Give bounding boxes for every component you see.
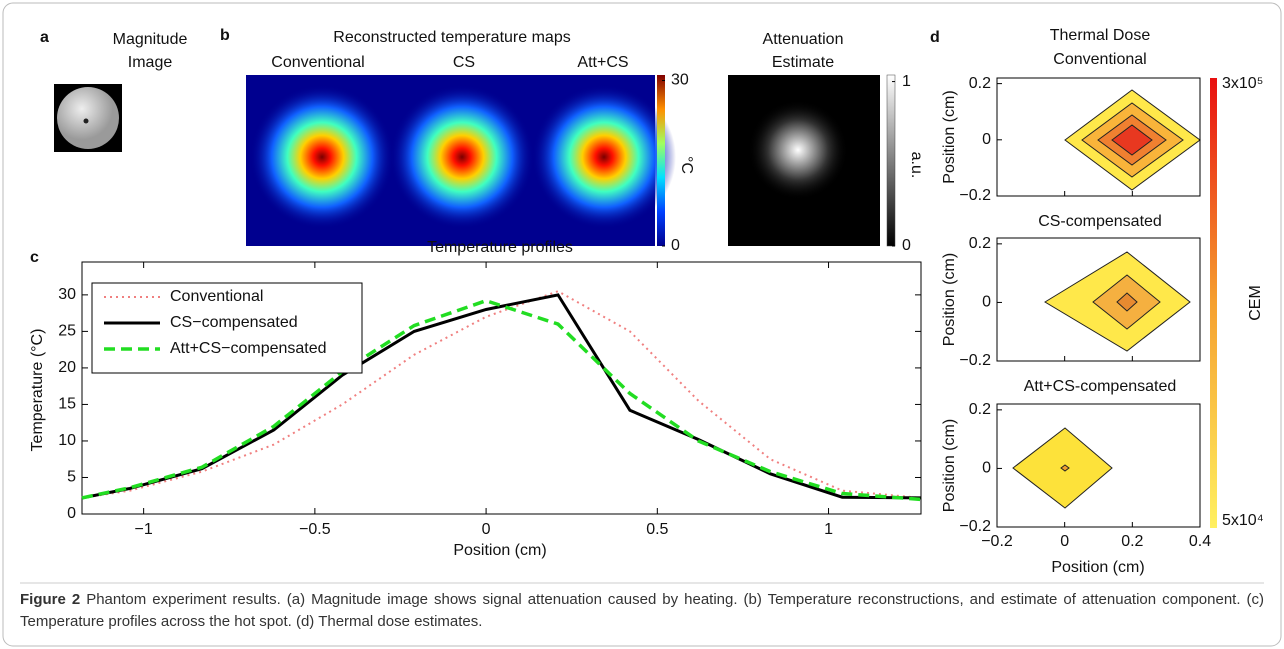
plot-title: CS-compensated	[1038, 213, 1162, 230]
plot-title: Conventional	[1053, 51, 1146, 68]
panel-label: b	[220, 27, 230, 44]
plot-title: Att+CS-compensated	[1024, 378, 1177, 395]
x-axis-label: Position (cm)	[453, 542, 546, 559]
x-tick-label: 1	[824, 521, 833, 538]
contour	[1111, 124, 1153, 156]
panel-title: Magnitude	[113, 31, 188, 48]
panel-title: Thermal Dose	[1050, 27, 1151, 44]
x-tick-label: −1	[135, 521, 153, 538]
hot-spot	[532, 85, 676, 229]
line-series	[81, 298, 922, 502]
y-tick-label: 0	[982, 294, 991, 311]
legend-label: CS−compensated	[170, 314, 298, 331]
y-tick-label: −0.2	[959, 187, 991, 204]
colorbar-label: 3x10⁵	[1222, 75, 1263, 92]
panel-label: a	[40, 29, 49, 46]
x-tick-label: −0.2	[981, 533, 1013, 550]
colorbar-label: °C	[678, 156, 695, 174]
y-tick-label: 15	[58, 396, 76, 413]
colorbar-title: CEM	[1247, 285, 1264, 321]
hot-spot	[250, 85, 394, 229]
panel-title: Reconstructed temperature maps	[333, 29, 570, 46]
colorbar-tick-label: 30	[671, 72, 689, 89]
y-tick-label: 30	[58, 286, 76, 303]
panel-title: Image	[128, 54, 173, 71]
x-tick-label: 0.4	[1189, 533, 1211, 550]
y-axis-label: Position (cm)	[941, 419, 958, 512]
x-tick-label: 0	[482, 521, 491, 538]
y-tick-label: 10	[58, 432, 76, 449]
caption: Figure 2 Phantom experiment results. (a)…	[20, 589, 1264, 633]
y-tick-label: −0.2	[959, 352, 991, 369]
y-tick-label: 0	[982, 460, 991, 477]
y-tick-label: 5	[67, 469, 76, 486]
map-title: Att+CS	[577, 54, 628, 71]
plot-area	[996, 403, 1201, 528]
y-axis-label: Temperature (°C)	[29, 329, 46, 452]
x-axis-label: Position (cm)	[1051, 559, 1144, 576]
panel-label: d	[930, 29, 940, 46]
y-tick-label: −0.2	[959, 518, 991, 535]
x-tick-label: 0.2	[1121, 533, 1143, 550]
y-tick-label: 20	[58, 359, 76, 376]
chart-title: Temperature profiles	[427, 239, 573, 256]
panel-label: c	[30, 249, 39, 266]
legend-box	[91, 282, 363, 374]
panel-title: Estimate	[772, 54, 834, 71]
legend-label: Conventional	[170, 288, 263, 305]
plot-area	[996, 237, 1201, 362]
colorbar-tick-label: 0	[671, 237, 680, 254]
y-axis-label: Position (cm)	[941, 253, 958, 346]
colorbar-label: 5x10⁴	[1222, 512, 1264, 529]
contour	[1060, 464, 1070, 472]
phantom	[57, 87, 119, 149]
x-tick-label: 0	[1060, 533, 1069, 550]
legend-label: Att+CS−compensated	[170, 340, 327, 357]
colorbar	[657, 75, 665, 246]
y-tick-label: 0.2	[969, 401, 991, 418]
hot-spot	[83, 118, 89, 124]
colorbar	[886, 74, 896, 247]
map-title: CS	[453, 54, 475, 71]
plot-area	[81, 261, 922, 515]
attenuation-spot	[748, 100, 848, 200]
colorbar-label: a.u.	[908, 152, 925, 179]
y-tick-label: 0.2	[969, 75, 991, 92]
colorbar	[1210, 78, 1217, 528]
y-tick-label: 0	[982, 131, 991, 148]
caption-text: Phantom experiment results. (a) Magnitud…	[20, 591, 1264, 630]
hot-spot	[390, 85, 534, 229]
caption-label: Figure 2	[20, 591, 81, 608]
y-tick-label: 25	[58, 323, 76, 340]
plot-area	[996, 77, 1201, 197]
contours	[1012, 89, 1201, 509]
x-tick-label: 0.5	[646, 521, 668, 538]
map-title: Conventional	[271, 54, 364, 71]
panel-title: Attenuation	[763, 31, 844, 48]
y-tick-label: 0.2	[969, 235, 991, 252]
colorbar-tick-label: 1	[902, 73, 911, 90]
x-tick-label: −0.5	[299, 521, 331, 538]
y-axis-label: Position (cm)	[941, 90, 958, 183]
contour	[1116, 292, 1138, 312]
colorbar-tick-label: 0	[902, 237, 911, 254]
y-tick-label: 0	[67, 505, 76, 522]
